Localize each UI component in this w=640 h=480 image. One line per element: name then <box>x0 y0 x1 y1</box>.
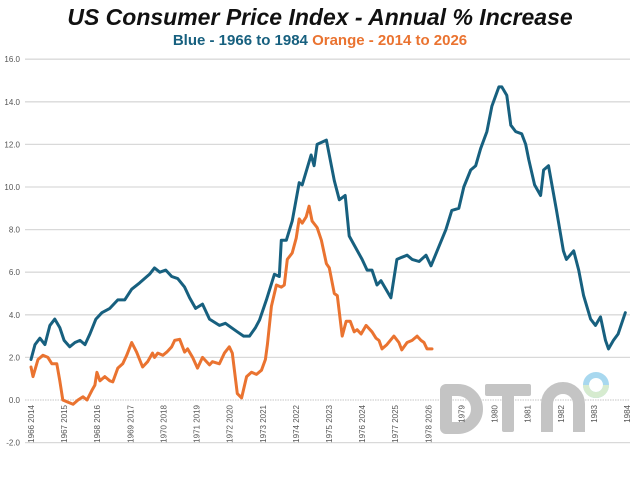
y-axis-labels: 16.0 14.0 12.0 10.0 8.0 6.0 4.0 2.0 0.0 -2.0 <box>4 55 20 447</box>
x-tick-label: 1979 <box>457 404 466 422</box>
y-tick-label: 10.0 <box>4 183 20 192</box>
y-tick-label: 2.0 <box>9 353 21 362</box>
x-tick-label: 1968 2016 <box>93 404 102 442</box>
y-tick-label: 16.0 <box>4 55 20 64</box>
x-tick-label: 1984 <box>623 404 632 422</box>
logo-letter-d <box>440 384 483 434</box>
logo-letter-n <box>541 382 585 432</box>
x-tick-label: 1974 2022 <box>292 404 301 442</box>
series-lines <box>29 85 627 406</box>
x-tick-label: 1980 <box>491 404 500 422</box>
subtitle-blue-series: Blue - 1966 to 1984 <box>172 32 308 49</box>
x-tick-label: 1977 2025 <box>391 404 400 442</box>
y-tick-label: 8.0 <box>9 226 21 235</box>
x-tick-label: 1973 2021 <box>259 404 268 442</box>
blue-series-line <box>29 85 627 361</box>
dtn-logo <box>440 372 609 434</box>
x-tick-label: 1982 <box>557 404 566 422</box>
y-tick-label: 6.0 <box>9 268 21 277</box>
logo-letter-t-stem <box>502 384 514 432</box>
chart-subtitle: Blue - 1966 to 1984 Orange - 2014 to 202… <box>0 32 640 49</box>
y-tick-label: 14.0 <box>4 98 20 107</box>
x-tick-label: 1983 <box>590 404 599 422</box>
x-tick-label: 1981 <box>524 404 533 422</box>
x-tick-label: 1970 2018 <box>159 404 168 442</box>
y-tick-label: -2.0 <box>6 439 20 448</box>
y-tick-label: 0.0 <box>9 396 21 405</box>
gridlines <box>25 58 630 444</box>
orange-series-line <box>29 204 434 406</box>
x-tick-label: 1975 2023 <box>325 404 334 442</box>
x-axis-labels: 1966 2014 1967 2015 1968 2016 1969 2017 1970… <box>27 404 632 442</box>
x-tick-label: 1976 2024 <box>358 404 367 442</box>
x-tick-label: 1978 2026 <box>424 404 433 442</box>
x-tick-label: 1969 2017 <box>126 404 135 442</box>
x-tick-label: 1971 2019 <box>193 404 202 442</box>
subtitle-orange-series: Orange - 2014 to 2026 <box>312 32 468 49</box>
x-tick-label: 1966 2014 <box>27 404 36 442</box>
y-tick-label: 4.0 <box>9 311 21 320</box>
x-tick-label: 1967 2015 <box>60 404 69 442</box>
y-tick-label: 12.0 <box>4 140 20 149</box>
chart-title: US Consumer Price Index - Annual % Incre… <box>67 4 573 30</box>
logo-circle-lower <box>583 385 609 398</box>
x-tick-label: 1972 2020 <box>226 404 235 442</box>
